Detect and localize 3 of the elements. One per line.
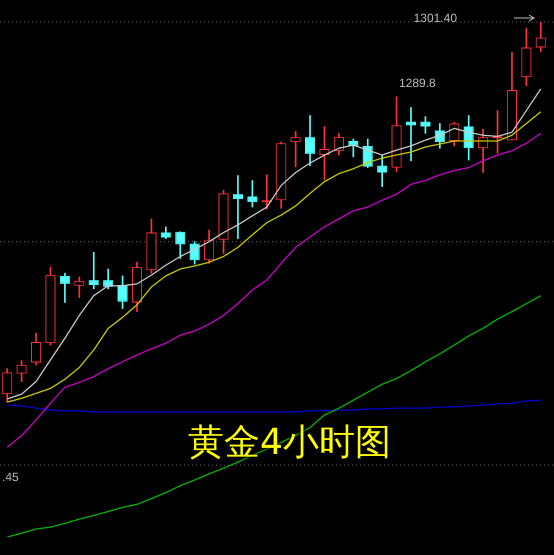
annotation: 1289.8 (399, 76, 436, 90)
annotation: 1301.40 (414, 11, 457, 25)
text: .45 (2, 470, 19, 484)
